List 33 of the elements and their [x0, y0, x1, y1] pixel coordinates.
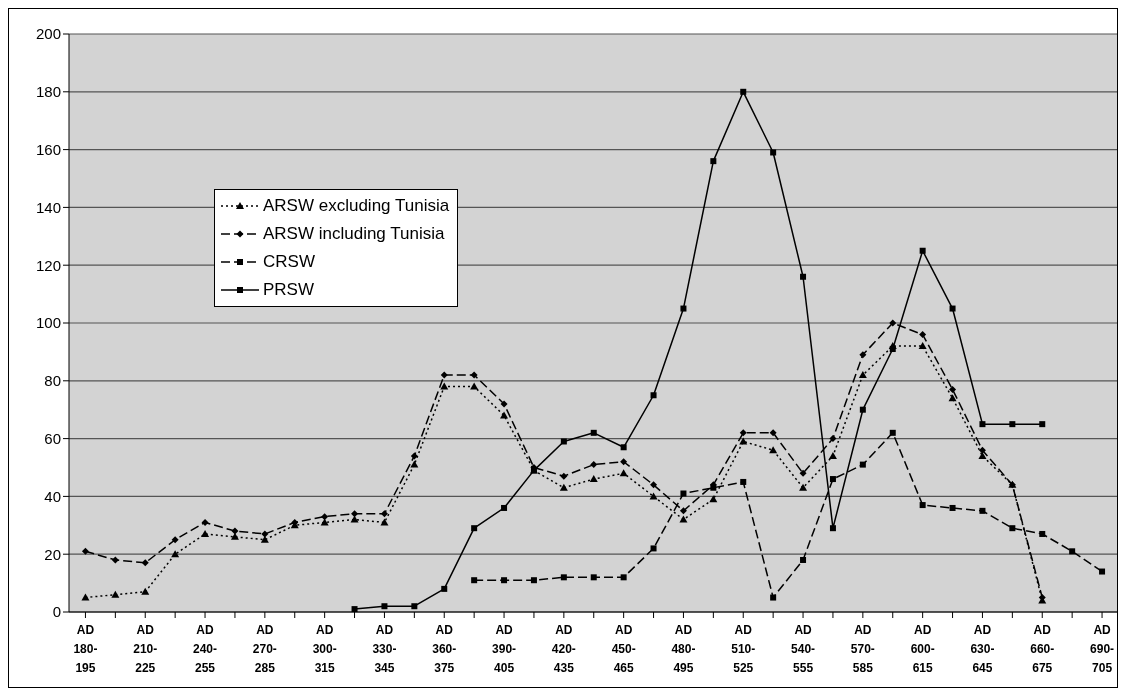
x-tick-label: AD 510-525 — [731, 623, 756, 675]
x-tick-label: AD 570-585 — [850, 623, 875, 675]
y-tick-label: 200 — [35, 25, 61, 43]
y-tick-label: 40 — [44, 487, 61, 505]
legend-label: ARSW including Tunisia — [263, 224, 445, 244]
x-tick-label: AD 690-705 — [1090, 623, 1115, 675]
y-tick-label: 140 — [35, 198, 61, 216]
x-tick-label: AD 450-465 — [611, 623, 636, 675]
x-tick-label: AD 630-645 — [970, 623, 995, 675]
y-tick-label: 100 — [35, 314, 61, 332]
x-tick-label: AD 540-555 — [791, 623, 816, 675]
y-tick-label: 180 — [35, 83, 61, 101]
y-tick-label: 80 — [44, 372, 61, 390]
x-tick-label: AD 480-495 — [671, 623, 696, 675]
x-tick-label: AD 660-675 — [1030, 623, 1055, 675]
x-tick-label: AD 300-315 — [312, 623, 337, 675]
x-tick-label: AD 210-225 — [133, 623, 158, 675]
x-tick-label: AD 330-345 — [372, 623, 397, 675]
x-tick-label: AD 390-405 — [492, 623, 517, 675]
x-tick-label: AD 240-255 — [193, 623, 218, 675]
x-tick-label: AD 180-195 — [73, 623, 98, 675]
x-tick-label: AD 360-375 — [432, 623, 457, 675]
y-tick-label: 120 — [35, 256, 61, 274]
x-tick-label: AD 600-615 — [910, 623, 935, 675]
legend-label: PRSW — [263, 280, 314, 300]
y-tick-label: 20 — [44, 545, 61, 563]
y-tick-label: 60 — [44, 429, 61, 447]
y-tick-label: 160 — [35, 140, 61, 158]
legend-label: ARSW excluding Tunisia — [263, 196, 450, 216]
legend-label: CRSW — [263, 252, 315, 272]
y-tick-label: 0 — [52, 603, 61, 621]
x-tick-label: AD 270-285 — [252, 623, 277, 675]
x-tick-label: AD 420-435 — [551, 623, 576, 675]
